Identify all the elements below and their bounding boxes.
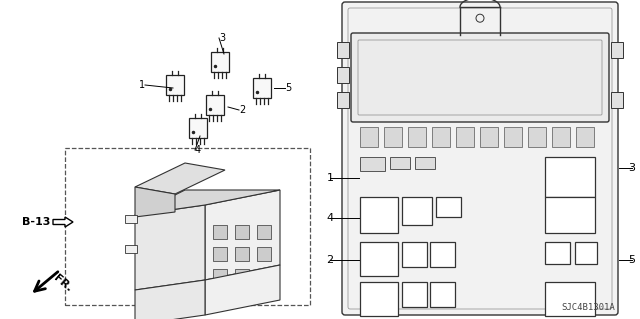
Bar: [390, 157, 410, 169]
Bar: [545, 282, 595, 316]
Bar: [545, 157, 595, 197]
Bar: [575, 242, 597, 264]
Text: 5: 5: [628, 255, 636, 265]
Bar: [402, 242, 427, 267]
Bar: [337, 42, 349, 58]
Bar: [189, 118, 207, 138]
Text: 4: 4: [326, 213, 333, 223]
Bar: [125, 215, 137, 223]
Bar: [360, 157, 385, 171]
Bar: [253, 78, 271, 98]
Bar: [611, 92, 623, 108]
Bar: [125, 245, 137, 253]
Polygon shape: [135, 205, 205, 290]
Bar: [545, 242, 570, 264]
Text: 1: 1: [139, 80, 145, 90]
Polygon shape: [205, 265, 280, 315]
Bar: [432, 127, 450, 147]
Bar: [213, 225, 227, 239]
Text: 1: 1: [326, 173, 333, 183]
Bar: [436, 197, 461, 217]
Bar: [552, 127, 570, 147]
Bar: [211, 52, 229, 72]
Bar: [402, 282, 427, 307]
Polygon shape: [205, 190, 280, 280]
Bar: [430, 282, 455, 307]
Text: 5: 5: [285, 83, 291, 93]
Bar: [235, 247, 249, 261]
Bar: [360, 242, 398, 276]
Text: FR.: FR.: [52, 272, 74, 293]
Bar: [611, 42, 623, 58]
Bar: [166, 75, 184, 95]
Bar: [430, 242, 455, 267]
Polygon shape: [135, 163, 225, 194]
Bar: [545, 197, 595, 233]
Text: 4: 4: [195, 145, 201, 155]
Bar: [337, 92, 349, 108]
Bar: [213, 247, 227, 261]
Polygon shape: [135, 187, 175, 217]
Bar: [408, 127, 426, 147]
Bar: [337, 67, 349, 83]
FancyBboxPatch shape: [342, 2, 618, 315]
Bar: [360, 127, 378, 147]
Bar: [235, 225, 249, 239]
Polygon shape: [135, 190, 280, 215]
Bar: [456, 127, 474, 147]
Bar: [206, 95, 224, 115]
Bar: [213, 269, 227, 283]
Text: SJC4B1301A: SJC4B1301A: [561, 303, 615, 312]
Bar: [576, 127, 594, 147]
Bar: [415, 157, 435, 169]
Text: 3: 3: [628, 163, 636, 173]
Text: 2: 2: [239, 105, 245, 115]
Bar: [360, 282, 398, 316]
Bar: [235, 269, 249, 283]
FancyBboxPatch shape: [351, 33, 609, 122]
Bar: [384, 127, 402, 147]
Text: B-13: B-13: [22, 217, 50, 227]
Bar: [257, 225, 271, 239]
Bar: [65, 148, 310, 305]
Bar: [402, 197, 432, 225]
Bar: [257, 269, 271, 283]
Bar: [528, 127, 546, 147]
Polygon shape: [135, 280, 205, 319]
Text: 3: 3: [219, 33, 225, 43]
Bar: [504, 127, 522, 147]
Bar: [480, 127, 498, 147]
Bar: [360, 197, 398, 233]
Bar: [257, 247, 271, 261]
Text: 2: 2: [326, 255, 333, 265]
FancyArrow shape: [53, 217, 73, 227]
